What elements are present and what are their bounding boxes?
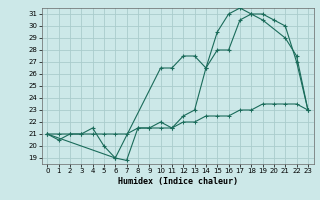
X-axis label: Humidex (Indice chaleur): Humidex (Indice chaleur) [118, 177, 237, 186]
